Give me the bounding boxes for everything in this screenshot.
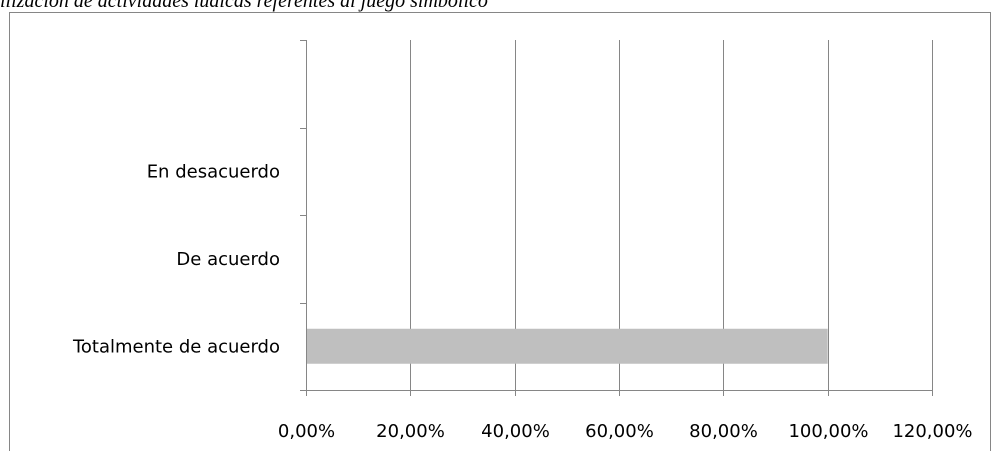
category-label: De acuerdo <box>176 249 280 270</box>
x-tick-label: 0,00% <box>278 421 335 442</box>
x-tick-label: 20,00% <box>376 421 445 442</box>
chart-title: ilización de actividades lúdicas referen… <box>0 0 488 12</box>
x-tick-label: 120,00% <box>892 421 972 442</box>
category-label: En desacuerdo <box>147 161 280 182</box>
category-label: Totalmente de acuerdo <box>72 336 280 357</box>
chart-frame <box>9 12 991 451</box>
axes <box>300 40 933 396</box>
tick-labels: 0,00% 20,00% 40,00% 60,00% 80,00% 100,00% 120,… <box>278 421 973 442</box>
x-tick-label: 100,00% <box>788 421 868 442</box>
category-labels: Totalmente de acuerdo De acuerdo En desacu… <box>72 161 280 357</box>
bar <box>307 328 828 364</box>
x-tick-label: 40,00% <box>481 421 550 442</box>
bars <box>307 328 828 364</box>
x-tick-label: 80,00% <box>689 421 758 442</box>
x-tick-label: 60,00% <box>585 421 654 442</box>
